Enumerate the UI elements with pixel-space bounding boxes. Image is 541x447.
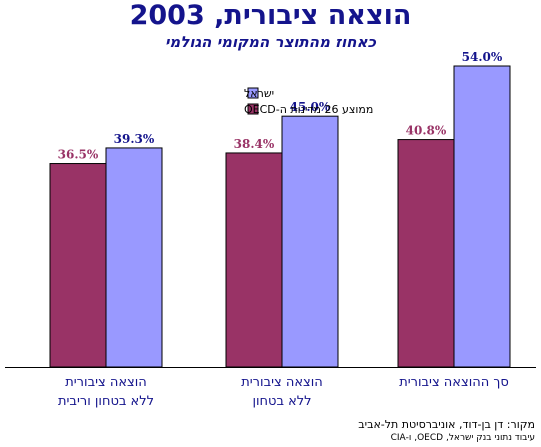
legend-swatch-0 [247, 87, 259, 99]
bar-oecd-0 [49, 163, 107, 368]
bar-israel-1 [281, 115, 339, 368]
category-label-0-0: הוצאה ציבורית [65, 375, 147, 390]
bar-israel-0 [105, 147, 163, 368]
source-note: מקור: דן בן-דוד, אוניברסיטת תל-אביב [358, 418, 535, 431]
category-label-0-1: ללא בטחון וריבית [58, 394, 154, 409]
data-label-oecd-1: 38.4% [234, 137, 275, 151]
data-label-oecd-2: 40.8% [406, 124, 447, 138]
source-note-detail: עיבוד נתוני בנק ישראל, OECD, ו-CIA [390, 433, 535, 443]
data-label-israel-1: 45.0% [290, 100, 331, 114]
category-label-1-1: ללא בטחון [252, 394, 311, 409]
category-label-1-0: הוצאה ציבורית [241, 375, 323, 390]
legend-label-1: ממוצע 26 מדינות ה-OECD [244, 103, 373, 116]
chart-title: הוצאה ציבורית, 2003 [129, 0, 412, 31]
bar-israel-2 [453, 65, 511, 368]
chart-subtitle: כאחוז מהתוצר המקומי הגולמי [164, 33, 377, 51]
bar-oecd-2 [397, 139, 455, 368]
category-label-2-0: סך ההוצאה ציבורית [399, 375, 509, 390]
bar-oecd-1 [225, 152, 283, 368]
legend-swatch-1 [247, 103, 259, 115]
data-label-oecd-0: 36.5% [58, 148, 99, 162]
legend-label-0: ישראל [244, 87, 274, 100]
data-label-israel-2: 54.0% [462, 50, 503, 64]
data-label-israel-0: 39.3% [114, 132, 155, 146]
